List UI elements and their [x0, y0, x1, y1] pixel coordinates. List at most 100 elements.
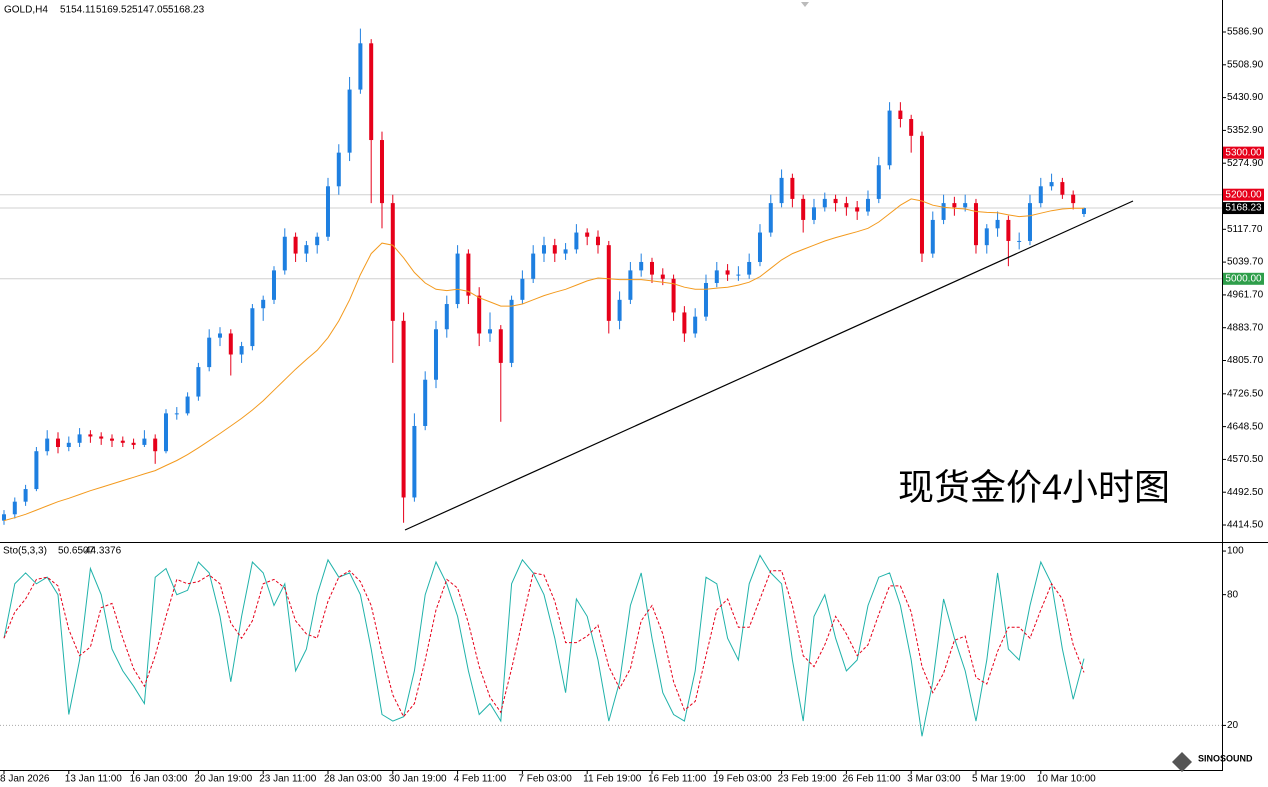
candle-body: [304, 245, 309, 254]
candle: [617, 291, 622, 330]
candle: [379, 131, 384, 229]
k-value: 50.6507: [58, 546, 95, 557]
candle: [217, 327, 222, 347]
candle: [649, 257, 654, 284]
candle: [995, 211, 1000, 237]
candle-body: [941, 203, 946, 220]
candle: [1071, 190, 1076, 210]
candle-body: [703, 283, 708, 317]
candle: [163, 409, 168, 454]
logo: SINOSOUND: [1172, 752, 1253, 772]
candle: [639, 253, 644, 277]
candle-body: [88, 434, 93, 437]
candle: [66, 436, 71, 452]
candle: [919, 131, 924, 262]
candle: [369, 39, 374, 204]
candle-body: [574, 232, 579, 250]
d-value: 44.3376: [85, 546, 122, 557]
candle-body: [617, 299, 622, 321]
candle-body: [973, 203, 978, 246]
candle-body: [477, 295, 482, 334]
candle-body: [898, 110, 903, 120]
candle: [898, 102, 903, 128]
candle: [1049, 173, 1054, 191]
candle: [207, 329, 212, 372]
candle-body: [401, 320, 406, 498]
x-tick-label: 19 Feb 03:00: [713, 774, 772, 785]
candle: [99, 432, 104, 445]
candle: [174, 407, 179, 420]
candle-body: [1060, 182, 1065, 195]
watermark: 现货金价4小时图: [898, 467, 1170, 508]
y-tick-label: 4648.50: [1227, 421, 1264, 432]
candle: [358, 28, 363, 94]
candle-body: [34, 451, 39, 490]
candle-body: [725, 270, 730, 275]
candle-body: [228, 333, 233, 355]
candle: [477, 287, 482, 347]
candle: [325, 177, 330, 241]
candle-body: [639, 261, 644, 271]
level-box: [1223, 202, 1264, 215]
x-tick-label: 10 Mar 10:00: [1037, 774, 1096, 785]
candle: [23, 484, 28, 506]
candle: [606, 240, 611, 334]
x-tick-label: 5 Mar 19:00: [972, 774, 1026, 785]
candle-body: [250, 308, 255, 347]
candle: [747, 253, 752, 279]
candle: [952, 196, 957, 216]
candle-body: [66, 442, 71, 448]
candle: [520, 270, 525, 305]
x-tick-label: 16 Feb 11:00: [648, 774, 707, 785]
y-tick-label: 5430.90: [1227, 92, 1264, 103]
level-label: 5300.00: [1225, 147, 1262, 158]
indicator-title: Sto(5,3,3): [3, 546, 47, 557]
candle: [844, 196, 849, 216]
moving-average: [3, 198, 1084, 522]
candle-body: [347, 89, 352, 153]
candle: [433, 320, 438, 389]
candle-body: [930, 219, 935, 254]
candle: [876, 156, 881, 204]
candle: [131, 438, 136, 450]
candle: [693, 308, 698, 338]
candle-body: [649, 261, 654, 275]
candle: [423, 371, 428, 431]
candle: [142, 430, 147, 448]
x-tick-label: 28 Jan 03:00: [324, 774, 382, 785]
candle: [498, 325, 503, 422]
x-tick-label: 3 Mar 03:00: [907, 774, 961, 785]
logo-icon: [1172, 752, 1192, 772]
logo-text: SINOSOUND: [1198, 753, 1253, 763]
candle: [88, 430, 93, 443]
candle-body: [325, 186, 330, 237]
candle: [801, 194, 806, 233]
candle-body: [768, 203, 773, 233]
candle-body: [271, 270, 276, 300]
candle: [282, 228, 287, 275]
candle: [315, 232, 320, 254]
x-tick-label: 30 Jan 19:00: [389, 774, 447, 785]
candle: [682, 306, 687, 342]
y-tick-label: 5117.70: [1227, 224, 1263, 235]
level-label: 5168.23: [1225, 203, 1262, 214]
candle: [185, 392, 190, 416]
candle-body: [984, 228, 989, 246]
candle-body: [444, 304, 449, 330]
candle-body: [801, 198, 806, 220]
candle-body: [163, 413, 168, 452]
y-tick-label: 4414.50: [1227, 520, 1264, 531]
y-tick-label: 4883.70: [1227, 322, 1264, 333]
candle-body: [423, 379, 428, 426]
candle: [1060, 177, 1065, 199]
candle-body: [563, 249, 568, 254]
candle-body: [487, 329, 492, 334]
x-tick-label: 20 Jan 19:00: [194, 774, 252, 785]
y-tick-label: 5586.90: [1227, 27, 1264, 38]
candle-body: [790, 177, 795, 199]
candle-body: [822, 198, 827, 208]
candle: [703, 274, 708, 321]
candle: [779, 169, 784, 208]
candle: [768, 194, 773, 237]
